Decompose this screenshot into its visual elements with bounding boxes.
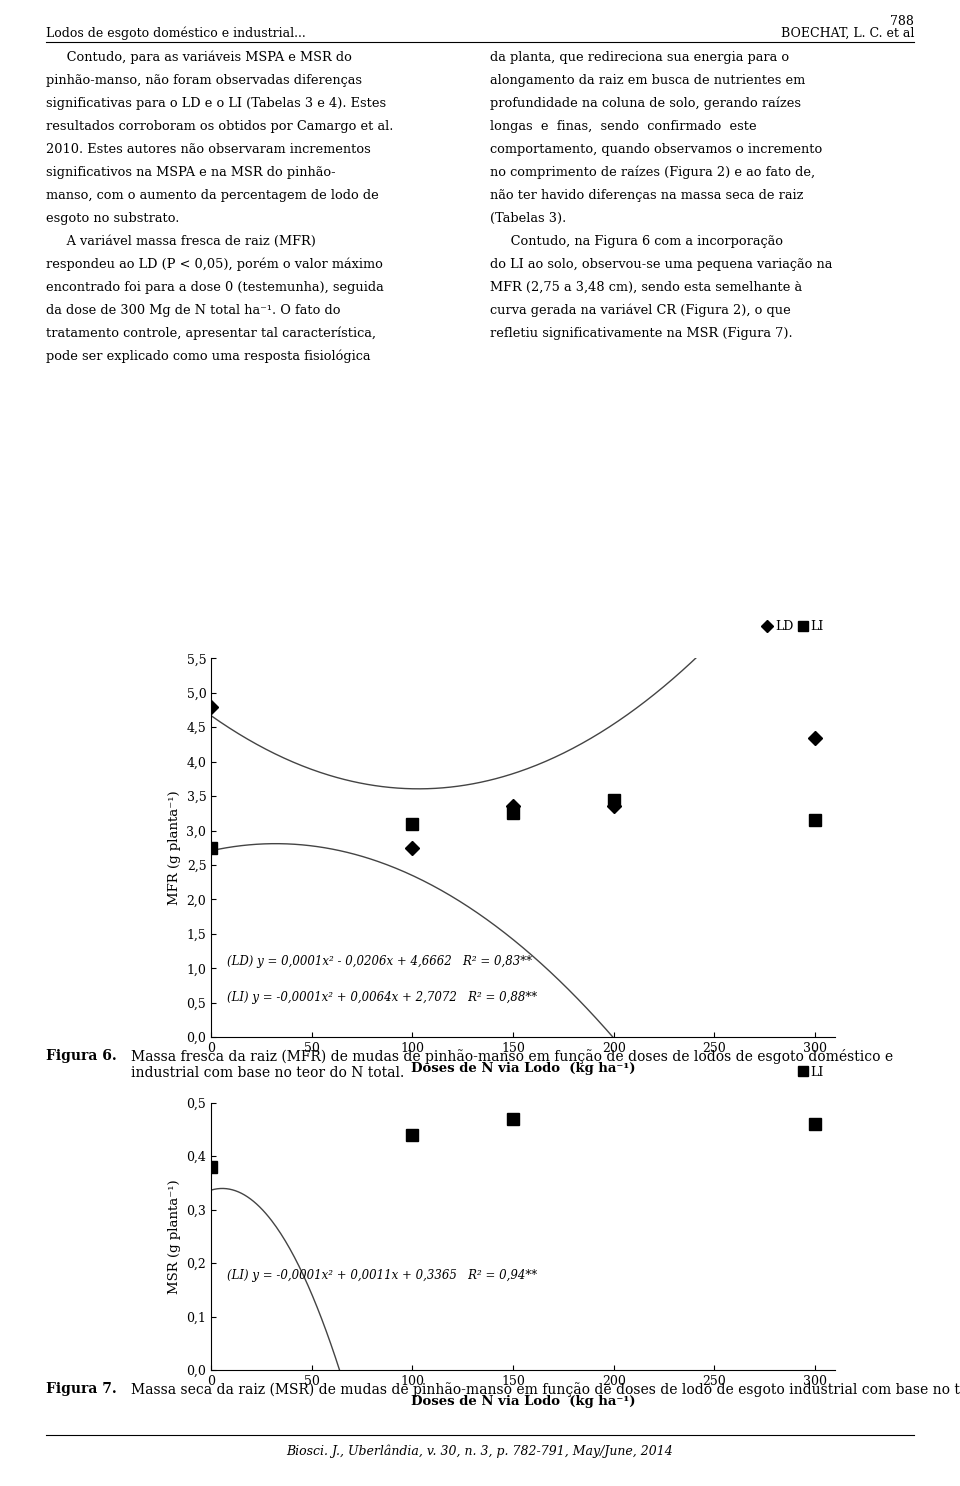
Text: da planta, que redireciona sua energia para o: da planta, que redireciona sua energia p… (490, 51, 789, 64)
Text: refletiu significativamente na MSR (Figura 7).: refletiu significativamente na MSR (Figu… (490, 327, 792, 340)
Text: Lodos de esgoto doméstico e industrial...: Lodos de esgoto doméstico e industrial..… (46, 27, 306, 40)
Text: profundidade na coluna de solo, gerando raízes: profundidade na coluna de solo, gerando … (490, 97, 801, 110)
Text: longas  e  finas,  sendo  confirmado  este: longas e finas, sendo confirmado este (490, 120, 756, 132)
Text: significativas para o LD e o LI (Tabelas 3 e 4). Estes: significativas para o LD e o LI (Tabelas… (46, 97, 386, 110)
Text: da dose de 300 Mg de N total ha⁻¹. O fato do: da dose de 300 Mg de N total ha⁻¹. O fat… (46, 303, 341, 317)
Text: manso, com o aumento da percentagem de lodo de: manso, com o aumento da percentagem de l… (46, 189, 379, 202)
Text: encontrado foi para a dose 0 (testemunha), seguida: encontrado foi para a dose 0 (testemunha… (46, 281, 384, 294)
Text: tratamento controle, apresentar tal característica,: tratamento controle, apresentar tal cara… (46, 327, 376, 340)
Text: MFR (2,75 a 3,48 cm), sendo esta semelhante à: MFR (2,75 a 3,48 cm), sendo esta semelha… (490, 281, 802, 294)
Y-axis label: MFR (g planta⁻¹): MFR (g planta⁻¹) (168, 791, 180, 905)
Text: significativos na MSPA e na MSR do pinhão-: significativos na MSPA e na MSR do pinhã… (46, 166, 336, 178)
Text: Figura 6.: Figura 6. (46, 1049, 117, 1062)
Text: curva gerada na variável CR (Figura 2), o que: curva gerada na variável CR (Figura 2), … (490, 303, 790, 318)
Text: 788: 788 (890, 15, 914, 28)
Text: respondeu ao LD (P < 0,05), porém o valor máximo: respondeu ao LD (P < 0,05), porém o valo… (46, 259, 383, 272)
Text: (Tabelas 3).: (Tabelas 3). (490, 212, 565, 224)
Text: (LD) y = 0,0001x² - 0,0206x + 4,6662   R² = 0,83**: (LD) y = 0,0001x² - 0,0206x + 4,6662 R² … (228, 955, 532, 967)
Text: resultados corroboram os obtidos por Camargo et al.: resultados corroboram os obtidos por Cam… (46, 120, 394, 132)
X-axis label: Doses de N via Lodo  (kg ha⁻¹): Doses de N via Lodo (kg ha⁻¹) (411, 1395, 636, 1407)
Text: Figura 7.: Figura 7. (46, 1382, 117, 1395)
Text: Contudo, para as variáveis MSPA e MSR do: Contudo, para as variáveis MSPA e MSR do (46, 51, 352, 64)
Text: não ter havido diferenças na massa seca de raiz: não ter havido diferenças na massa seca … (490, 189, 804, 202)
Text: (LI) y = -0,0001x² + 0,0064x + 2,7072   R² = 0,88**: (LI) y = -0,0001x² + 0,0064x + 2,7072 R²… (228, 991, 538, 1005)
Legend: LD, LI: LD, LI (758, 615, 828, 639)
Text: pinhão-manso, não foram observadas diferenças: pinhão-manso, não foram observadas difer… (46, 73, 362, 86)
Text: 2010. Estes autores não observaram incrementos: 2010. Estes autores não observaram incre… (46, 143, 371, 156)
Text: pode ser explicado como uma resposta fisiológica: pode ser explicado como uma resposta fis… (46, 349, 371, 364)
Text: A variável massa fresca de raiz (MFR): A variável massa fresca de raiz (MFR) (46, 235, 316, 248)
X-axis label: Doses de N via Lodo  (kg ha⁻¹): Doses de N via Lodo (kg ha⁻¹) (411, 1062, 636, 1074)
Text: (LI) y = -0,0001x² + 0,0011x + 0,3365   R² = 0,94**: (LI) y = -0,0001x² + 0,0011x + 0,3365 R²… (228, 1269, 538, 1282)
Text: alongamento da raiz em busca de nutrientes em: alongamento da raiz em busca de nutrient… (490, 73, 804, 86)
Text: no comprimento de raízes (Figura 2) e ao fato de,: no comprimento de raízes (Figura 2) e ao… (490, 166, 815, 180)
Text: Biosci. J., Uberlândia, v. 30, n. 3, p. 782-791, May/June, 2014: Biosci. J., Uberlândia, v. 30, n. 3, p. … (287, 1444, 673, 1458)
Y-axis label: MSR (g planta⁻¹): MSR (g planta⁻¹) (168, 1178, 180, 1294)
Legend: LI: LI (795, 1061, 828, 1083)
Text: Massa fresca da raiz (MFR) de mudas de pinhão-manso em função de doses de lodos : Massa fresca da raiz (MFR) de mudas de p… (131, 1049, 893, 1080)
Text: Contudo, na Figura 6 com a incorporação: Contudo, na Figura 6 com a incorporação (490, 235, 782, 248)
Text: do LI ao solo, observou-se uma pequena variação na: do LI ao solo, observou-se uma pequena v… (490, 259, 832, 270)
Text: esgoto no substrato.: esgoto no substrato. (46, 212, 180, 224)
Text: comportamento, quando observamos o incremento: comportamento, quando observamos o incre… (490, 143, 822, 156)
Text: Massa seca da raiz (MSR) de mudas de pinhão-manso em função de doses de lodo de : Massa seca da raiz (MSR) de mudas de pin… (131, 1382, 960, 1397)
Text: BOECHAT, L. C. et al: BOECHAT, L. C. et al (780, 27, 914, 40)
